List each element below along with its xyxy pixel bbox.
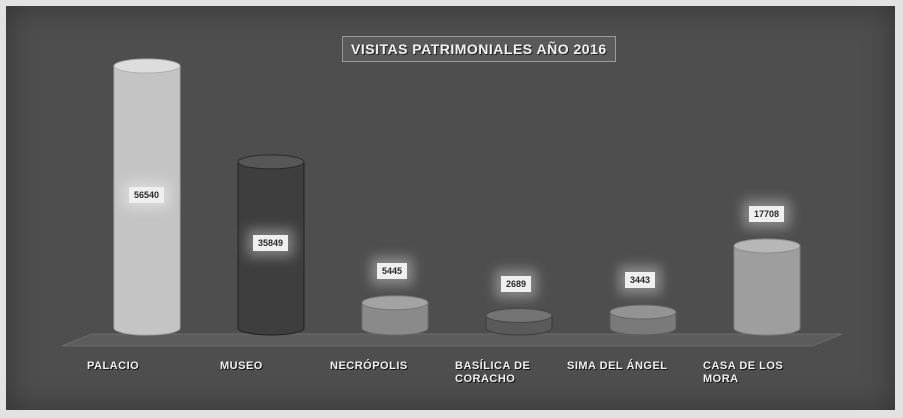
bar-top-2	[361, 295, 429, 311]
value-label-5: 17708	[749, 205, 785, 222]
bar-5	[733, 238, 801, 336]
value-label-1: 35849	[253, 234, 289, 251]
bar-top-5	[733, 238, 801, 254]
bar-body-2	[361, 302, 429, 336]
category-label-2: NECRÓPOLIS	[330, 360, 408, 372]
bar-top-0	[113, 58, 181, 74]
bar-top-4	[609, 304, 677, 320]
bar-4	[609, 304, 677, 336]
chart-title: VISITAS PATRIMONIALES AÑO 2016	[342, 36, 616, 62]
bar-body-5	[733, 245, 801, 336]
bar-top-1	[237, 154, 305, 170]
value-label-3: 2689	[501, 275, 532, 292]
bar-2	[361, 295, 429, 336]
bar-top-3	[485, 308, 553, 324]
value-label-0: 56540	[129, 187, 165, 204]
value-label-4: 3443	[625, 272, 656, 289]
category-label-1: MUSEO	[220, 360, 263, 372]
bar-3	[485, 308, 553, 336]
chart-floor	[61, 333, 843, 347]
category-label-4: SIMA DEL ÁNGEL	[567, 360, 668, 372]
category-label-5: CASA DE LOS MORA	[703, 360, 784, 385]
category-label-0: PALACIO	[87, 360, 140, 372]
category-label-3: BASÍLICA DE CORACHO	[455, 360, 531, 385]
value-label-2: 5445	[377, 262, 408, 279]
